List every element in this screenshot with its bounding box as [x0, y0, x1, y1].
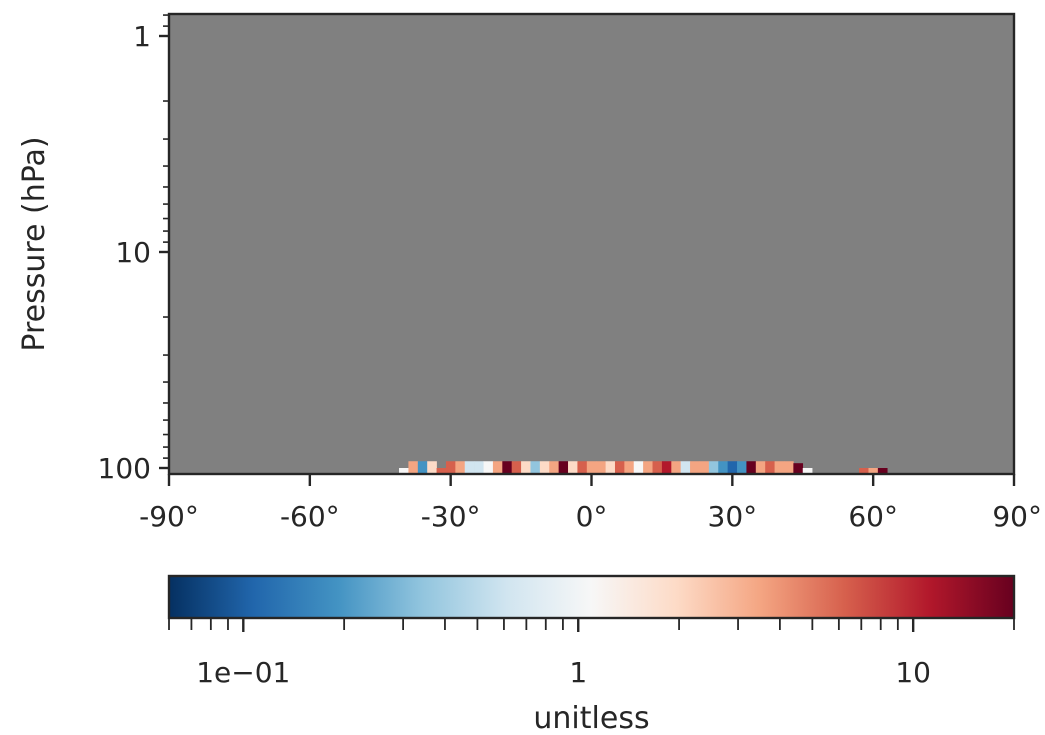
heatmap-cell: [652, 461, 663, 475]
heatmap-cell: [417, 461, 428, 475]
heatmap-cell: [408, 461, 419, 475]
heatmap-cell: [737, 461, 747, 475]
heatmap-cell: [483, 461, 494, 475]
heatmap-cell: [755, 461, 766, 475]
heatmap-cell: [774, 461, 785, 475]
heatmap-cell: [868, 468, 879, 475]
heatmap-cell: [539, 461, 550, 475]
heatmap-cell: [436, 468, 447, 475]
heatmap-cell: [605, 461, 616, 475]
heatmap-cell: [793, 463, 804, 475]
heatmap-cell: [718, 461, 728, 475]
colorbar-gradient: [167, 574, 1016, 620]
heatmap-cell: [464, 461, 475, 475]
colorbar-label: unitless: [533, 701, 649, 735]
x-tick-label: -30°: [421, 500, 481, 533]
heatmap-cell: [802, 468, 813, 475]
heatmap-cell: [568, 461, 578, 475]
heatmap-cell: [596, 461, 606, 475]
heatmap-cell: [783, 461, 794, 475]
heatmap-cell: [690, 461, 700, 475]
heatmap-cell: [492, 461, 503, 475]
heatmap-cell: [624, 461, 635, 475]
x-ticks: -90° -60° -30° 0° 30° 60° 90°: [139, 474, 1042, 533]
y-axis: 1 10 100 Pressure (hPa): [17, 14, 169, 485]
heatmap-cell: [549, 461, 559, 475]
x-tick-label: 90°: [992, 500, 1042, 533]
heatmap-cell: [511, 461, 522, 475]
x-axis: -90° -60° -30° 0° 30° 60° 90°: [139, 474, 1042, 533]
y-tick-label: 1: [133, 20, 151, 53]
heatmap-cell: [699, 461, 710, 475]
y-tick-label: 10: [115, 236, 151, 269]
heatmap-cells: [399, 461, 888, 475]
x-tick-label: -90°: [139, 500, 199, 533]
colorbar: 1e−01 1 10 unitless: [167, 574, 1016, 735]
heatmap-cell: [577, 461, 588, 475]
colorbar-ticks: 1e−01 1 10: [168, 618, 1015, 689]
heatmap-cell: [455, 461, 466, 475]
heatmap-cell: [765, 461, 775, 475]
heatmap-cell: [633, 461, 644, 475]
colorbar-tick-label: 1: [569, 656, 587, 689]
heatmap-cell: [530, 461, 541, 475]
heatmap-cell: [859, 468, 869, 475]
heatmap-cell: [502, 461, 512, 475]
heatmap-cell: [708, 461, 719, 475]
heatmap-cell: [586, 461, 597, 475]
y-ticks: 1 10 100: [98, 14, 169, 485]
heatmap-cell: [671, 461, 681, 475]
heatmap-cell: [680, 461, 691, 475]
missing-data-background: [169, 14, 1014, 474]
heatmap-cell: [427, 461, 437, 475]
heatmap-cell: [399, 468, 409, 475]
heatmap-cell: [558, 461, 569, 475]
heatmap-cell: [746, 461, 757, 475]
heatmap-cell: [661, 461, 672, 475]
colorbar-tick-label: 10: [895, 656, 931, 689]
heatmap-cell: [877, 468, 888, 475]
x-tick-label: 60°: [848, 500, 898, 533]
plot-area: [167, 12, 1016, 476]
y-tick-label: 100: [98, 452, 151, 485]
colorbar-tick-label: 1e−01: [196, 656, 290, 689]
heatmap-cell: [474, 461, 484, 475]
y-axis-label: Pressure (hPa): [17, 136, 52, 351]
x-tick-label: 0°: [576, 500, 608, 533]
heatmap-cell: [727, 461, 738, 475]
x-tick-label: -60°: [280, 500, 340, 533]
heatmap-cell: [614, 461, 625, 475]
heatmap-cell: [521, 461, 531, 475]
heatmap-cell: [445, 461, 456, 475]
heatmap-cell: [643, 461, 653, 475]
x-tick-label: 30°: [708, 500, 758, 533]
